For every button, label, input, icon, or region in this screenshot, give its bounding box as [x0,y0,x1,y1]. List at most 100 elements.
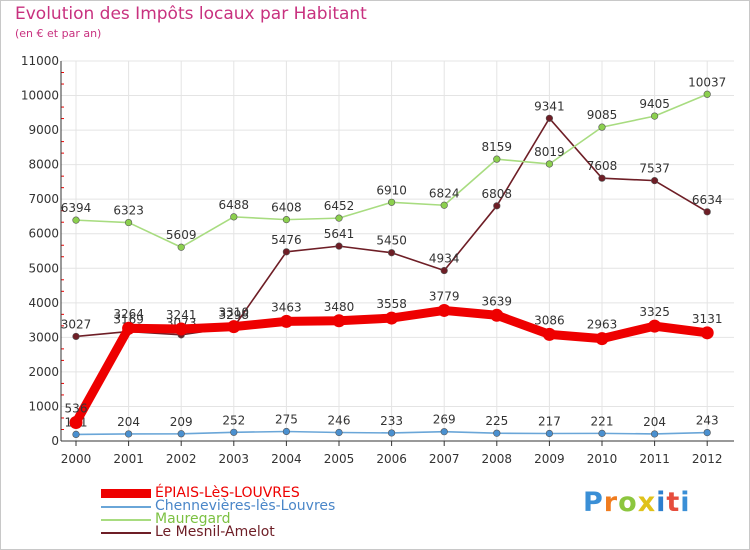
data-point-le-mesnil-amelot [282,248,291,256]
proxiti-logo: Proxiti [583,487,691,518]
logo-letter: i [656,487,667,518]
data-point-piais-l-s-louvres [174,322,188,336]
y-tick-label: 8000 [28,158,59,172]
data-label-piais-l-s-louvres: 3264 [113,307,144,321]
data-point-le-mesnil-amelot [335,242,343,250]
data-point-chennevi-res-l-s-louvres [440,428,448,436]
data-point-le-mesnil-amelot [493,202,501,210]
legend-swatch-piais-l-s-louvres [101,489,151,498]
data-label-piais-l-s-louvres: 3480 [324,300,355,314]
data-label-piais-l-s-louvres: 3325 [639,305,670,319]
data-point-chennevi-res-l-s-louvres [124,430,133,438]
y-tick-label: 1000 [28,399,59,413]
logo-letter: i [680,487,691,518]
x-tick-label: 2007 [429,452,460,466]
data-point-mauregard [177,243,185,251]
data-point-chennevi-res-l-s-louvres [177,430,185,438]
data-point-mauregard [703,90,711,98]
data-label-mauregard: 9085 [587,108,618,122]
data-point-mauregard [230,213,238,221]
x-tick-label: 2004 [271,452,302,466]
x-tick-label: 2009 [534,452,565,466]
x-tick-label: 2000 [61,452,92,466]
plot-area [61,61,734,441]
data-point-mauregard [545,160,554,168]
y-tick-label: 0 [51,434,59,448]
logo-letter: r [603,487,619,518]
data-label-chennevi-res-l-s-louvres: 269 [433,413,456,427]
logo-letter: x [637,487,657,518]
data-label-le-mesnil-amelot: 3027 [61,317,92,331]
data-point-mauregard [335,214,343,222]
data-label-piais-l-s-louvres: 3086 [534,313,565,327]
data-label-piais-l-s-louvres: 3558 [376,297,407,311]
data-label-chennevi-res-l-s-louvres: 209 [170,415,193,429]
x-tick-label: 2003 [219,452,250,466]
data-label-le-mesnil-amelot: 5450 [376,234,407,248]
data-label-chennevi-res-l-s-louvres: 225 [485,414,508,428]
y-tick-label: 9000 [28,123,59,137]
data-label-le-mesnil-amelot: 5641 [324,227,355,241]
data-label-le-mesnil-amelot: 5476 [271,233,302,247]
data-label-mauregard: 5609 [166,228,197,242]
data-label-mauregard: 6408 [271,201,302,215]
legend-swatch-mauregard [101,518,151,521]
data-label-chennevi-res-l-s-louvres: 217 [538,415,561,429]
y-tick-label: 5000 [28,261,59,275]
data-point-piais-l-s-louvres [332,314,346,328]
chart-subtitle: (en € et par an) [15,27,102,40]
data-point-piais-l-s-louvres [490,308,504,322]
data-point-piais-l-s-louvres [542,327,556,341]
data-label-le-mesnil-amelot: 3298 [219,308,250,322]
data-label-piais-l-s-louvres: 3241 [166,308,197,322]
data-label-le-mesnil-amelot: 4934 [429,252,460,266]
data-label-mauregard: 6910 [376,183,407,197]
data-point-chennevi-res-l-s-louvres [72,430,80,439]
data-label-piais-l-s-louvres: 3779 [429,289,460,303]
data-label-chennevi-res-l-s-louvres: 246 [328,414,351,428]
data-label-chennevi-res-l-s-louvres: 243 [696,414,719,428]
data-label-piais-l-s-louvres: 3639 [482,294,513,308]
logo-letter: o [618,487,638,518]
x-tick-label: 2006 [376,452,407,466]
data-point-piais-l-s-louvres [437,303,451,317]
data-point-le-mesnil-amelot [545,114,554,122]
data-point-chennevi-res-l-s-louvres [230,428,238,436]
x-tick-label: 2002 [166,452,197,466]
data-label-chennevi-res-l-s-louvres: 221 [591,414,614,428]
x-tick-label: 2010 [587,452,618,466]
data-label-le-mesnil-amelot: 6808 [482,187,513,201]
data-label-le-mesnil-amelot: 6634 [692,193,723,207]
y-tick-label: 3000 [28,330,59,344]
data-label-chennevi-res-l-s-louvres: 233 [380,414,403,428]
data-point-piais-l-s-louvres [227,320,241,334]
data-point-le-mesnil-amelot [650,177,659,185]
data-point-mauregard [124,218,133,227]
data-point-mauregard [72,216,80,224]
x-tick-label: 2012 [692,452,723,466]
data-label-piais-l-s-louvres: 3310 [219,306,250,320]
data-point-chennevi-res-l-s-louvres [650,430,659,438]
data-label-piais-l-s-louvres: 2963 [587,318,618,332]
y-tick-label: 10000 [21,89,59,103]
data-point-mauregard [388,198,396,206]
chart-title: Evolution des Impôts locaux par Habitant [15,4,367,24]
data-label-chennevi-res-l-s-louvres: 252 [222,413,245,427]
data-point-chennevi-res-l-s-louvres [335,428,343,437]
data-label-chennevi-res-l-s-louvres: 204 [643,415,666,429]
legend-swatch-le-mesnil-amelot [101,531,151,534]
data-point-le-mesnil-amelot [72,332,80,341]
data-label-mauregard: 8159 [482,140,513,154]
data-point-piais-l-s-louvres [122,321,136,335]
data-label-chennevi-res-l-s-louvres: 275 [275,413,298,427]
y-tick-label: 11000 [21,54,59,68]
data-label-mauregard: 8019 [534,145,565,159]
legend-label-le-mesnil-amelot: Le Mesnil-Amelot [155,524,275,540]
data-label-le-mesnil-amelot: 7537 [639,162,670,176]
logo-letter: P [583,487,604,518]
data-label-piais-l-s-louvres: 3131 [692,312,723,326]
x-tick-label: 2011 [639,452,670,466]
data-point-piais-l-s-louvres [648,319,662,333]
